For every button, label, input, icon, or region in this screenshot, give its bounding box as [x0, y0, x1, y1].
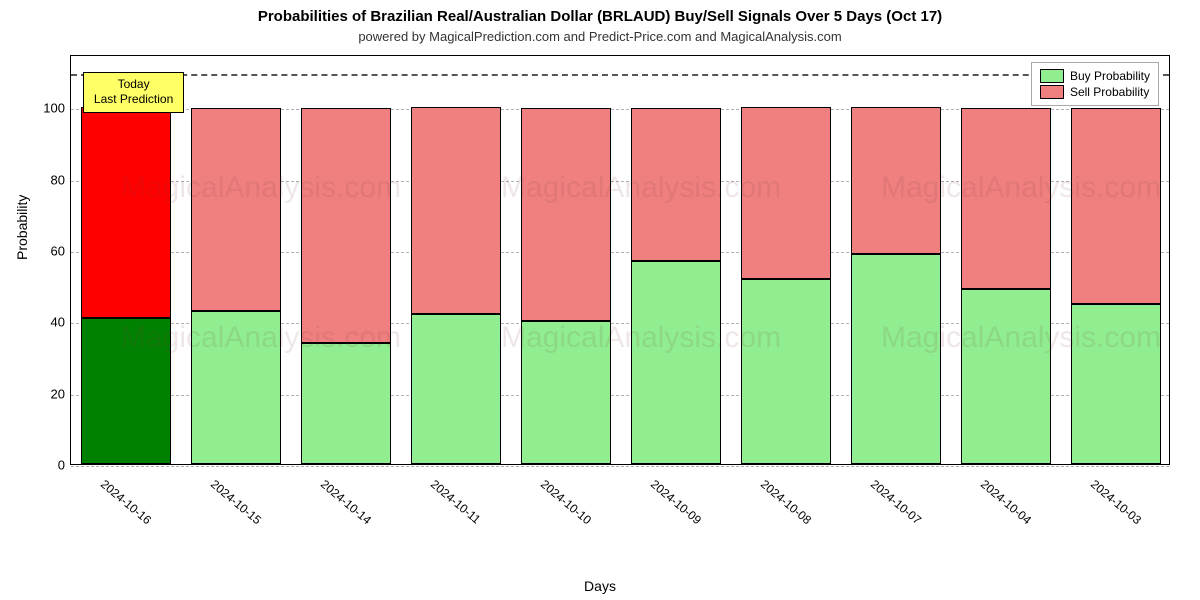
grid-line — [71, 466, 1169, 467]
bar-buy — [741, 279, 831, 464]
bar-group — [1071, 54, 1161, 464]
bar-group — [961, 54, 1051, 464]
bar-sell — [81, 107, 171, 317]
chart-title: Probabilities of Brazilian Real/Australi… — [0, 0, 1200, 25]
chart-subtitle: powered by MagicalPrediction.com and Pre… — [0, 29, 1200, 44]
bar-buy — [631, 261, 721, 464]
legend-label-sell: Sell Probability — [1070, 85, 1149, 99]
bar-sell — [961, 108, 1051, 290]
legend-label-buy: Buy Probability — [1070, 69, 1150, 83]
legend-swatch-sell — [1040, 85, 1064, 99]
annotation-line2: Last Prediction — [94, 92, 173, 108]
y-tick-label: 100 — [25, 101, 65, 116]
y-tick-label: 40 — [25, 315, 65, 330]
bar-sell — [301, 108, 391, 343]
bar-sell — [191, 108, 281, 311]
bar-buy — [301, 343, 391, 464]
bar-group — [411, 54, 501, 464]
bar-buy — [521, 321, 611, 464]
x-axis-label: Days — [0, 578, 1200, 594]
bar-group — [851, 54, 941, 464]
legend-item-sell: Sell Probability — [1040, 85, 1150, 99]
bar-sell — [631, 108, 721, 261]
bar-sell — [851, 107, 941, 253]
legend: Buy Probability Sell Probability — [1031, 62, 1159, 106]
bar-buy — [961, 289, 1051, 464]
bar-buy — [191, 311, 281, 464]
today-annotation: Today Last Prediction — [83, 72, 184, 113]
plot-area: Buy Probability Sell Probability Today L… — [70, 55, 1170, 465]
bar-sell — [741, 107, 831, 278]
bar-buy — [81, 318, 171, 464]
bar-buy — [851, 254, 941, 464]
legend-item-buy: Buy Probability — [1040, 69, 1150, 83]
bar-buy — [411, 314, 501, 464]
y-tick-label: 80 — [25, 172, 65, 187]
bar-group — [301, 54, 391, 464]
bar-buy — [1071, 304, 1161, 464]
bar-group — [81, 54, 171, 464]
y-tick-label: 20 — [25, 386, 65, 401]
annotation-line1: Today — [94, 77, 173, 93]
bar-sell — [411, 107, 501, 314]
bar-group — [631, 54, 721, 464]
y-tick-label: 0 — [25, 458, 65, 473]
bar-sell — [1071, 108, 1161, 304]
bar-group — [521, 54, 611, 464]
legend-swatch-buy — [1040, 69, 1064, 83]
reference-line — [71, 74, 1169, 76]
bar-sell — [521, 108, 611, 322]
y-tick-label: 60 — [25, 244, 65, 259]
bar-group — [191, 54, 281, 464]
bar-group — [741, 54, 831, 464]
